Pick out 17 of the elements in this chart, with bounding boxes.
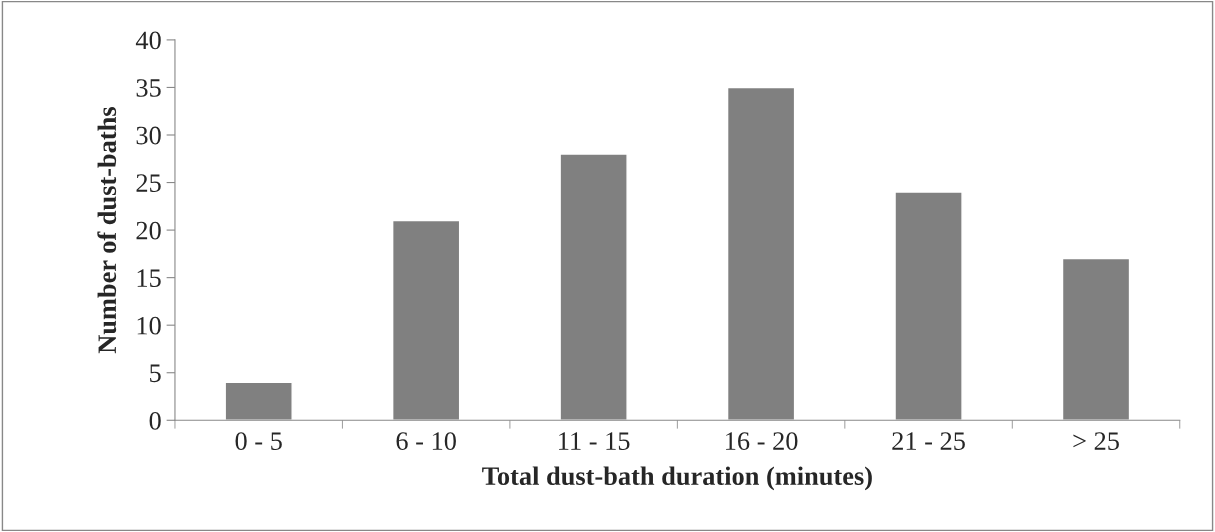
y-tick-label: 10 <box>137 316 161 335</box>
x-tick-label: 21 - 25 <box>892 432 965 450</box>
y-tick-label: 15 <box>137 269 161 288</box>
y-tick-label: 30 <box>136 126 161 145</box>
x-tick-label: 6 - 10 <box>396 432 456 450</box>
y-tick-label: 0 <box>149 411 161 430</box>
x-tick-label: 0 - 5 <box>235 432 282 450</box>
x-tick-label: 11 - 15 <box>559 432 630 450</box>
x-axis-title: Total dust-bath duration (minutes) <box>482 466 872 491</box>
y-axis-title: Number of dust-baths <box>97 107 117 354</box>
x-tick-label: 16 - 20 <box>726 432 798 450</box>
y-tick-label: 5 <box>150 364 161 383</box>
y-tick-label: 35 <box>136 79 161 97</box>
y-tick-label: 40 <box>135 31 161 50</box>
x-tick-label: > 25 <box>1073 432 1119 450</box>
y-tick-label: 25 <box>136 174 161 192</box>
y-tick-label: 20 <box>136 221 161 240</box>
